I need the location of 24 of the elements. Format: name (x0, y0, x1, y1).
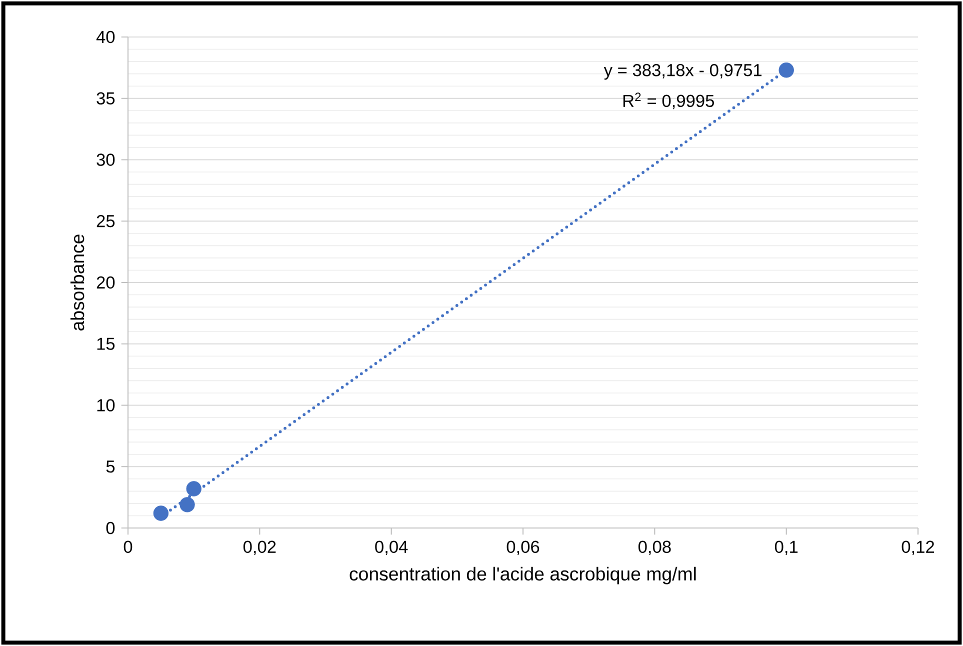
x-axis-title: consentration de l'acide ascrobique mg/ml (350, 566, 696, 584)
annotation: y = 383,18x - 0,9751 (604, 64, 762, 80)
y-axis-title: absorbance (70, 234, 84, 330)
y-tick-label: 10 (97, 399, 115, 412)
y-tick-label: 30 (96, 154, 115, 166)
y-tick-label: 40 (96, 30, 115, 44)
x-tick-label: 0 (124, 540, 132, 553)
y-tick-label: 35 (96, 92, 115, 105)
point (153, 506, 169, 521)
y-tick-label: 15 (97, 338, 115, 350)
y-tick-label: 25 (96, 214, 115, 228)
x-tick-label: 0,04 (375, 540, 408, 556)
annotation: R$^{2}$ = 0,9995 (623, 92, 714, 110)
x-tick-label: 0,08 (638, 540, 671, 556)
y-tick-label: 5 (106, 460, 115, 473)
x-tick-label: 0,12 (902, 540, 934, 556)
x-tick-label: 0,02 (243, 540, 276, 556)
y-tick-label: 20 (96, 276, 115, 289)
x-tick-label: 0,06 (506, 540, 540, 556)
y-tick-label: 0 (106, 522, 115, 534)
point (180, 497, 195, 512)
point (778, 62, 794, 78)
x-tick-label: 0,1 (774, 540, 798, 556)
point (186, 481, 202, 496)
